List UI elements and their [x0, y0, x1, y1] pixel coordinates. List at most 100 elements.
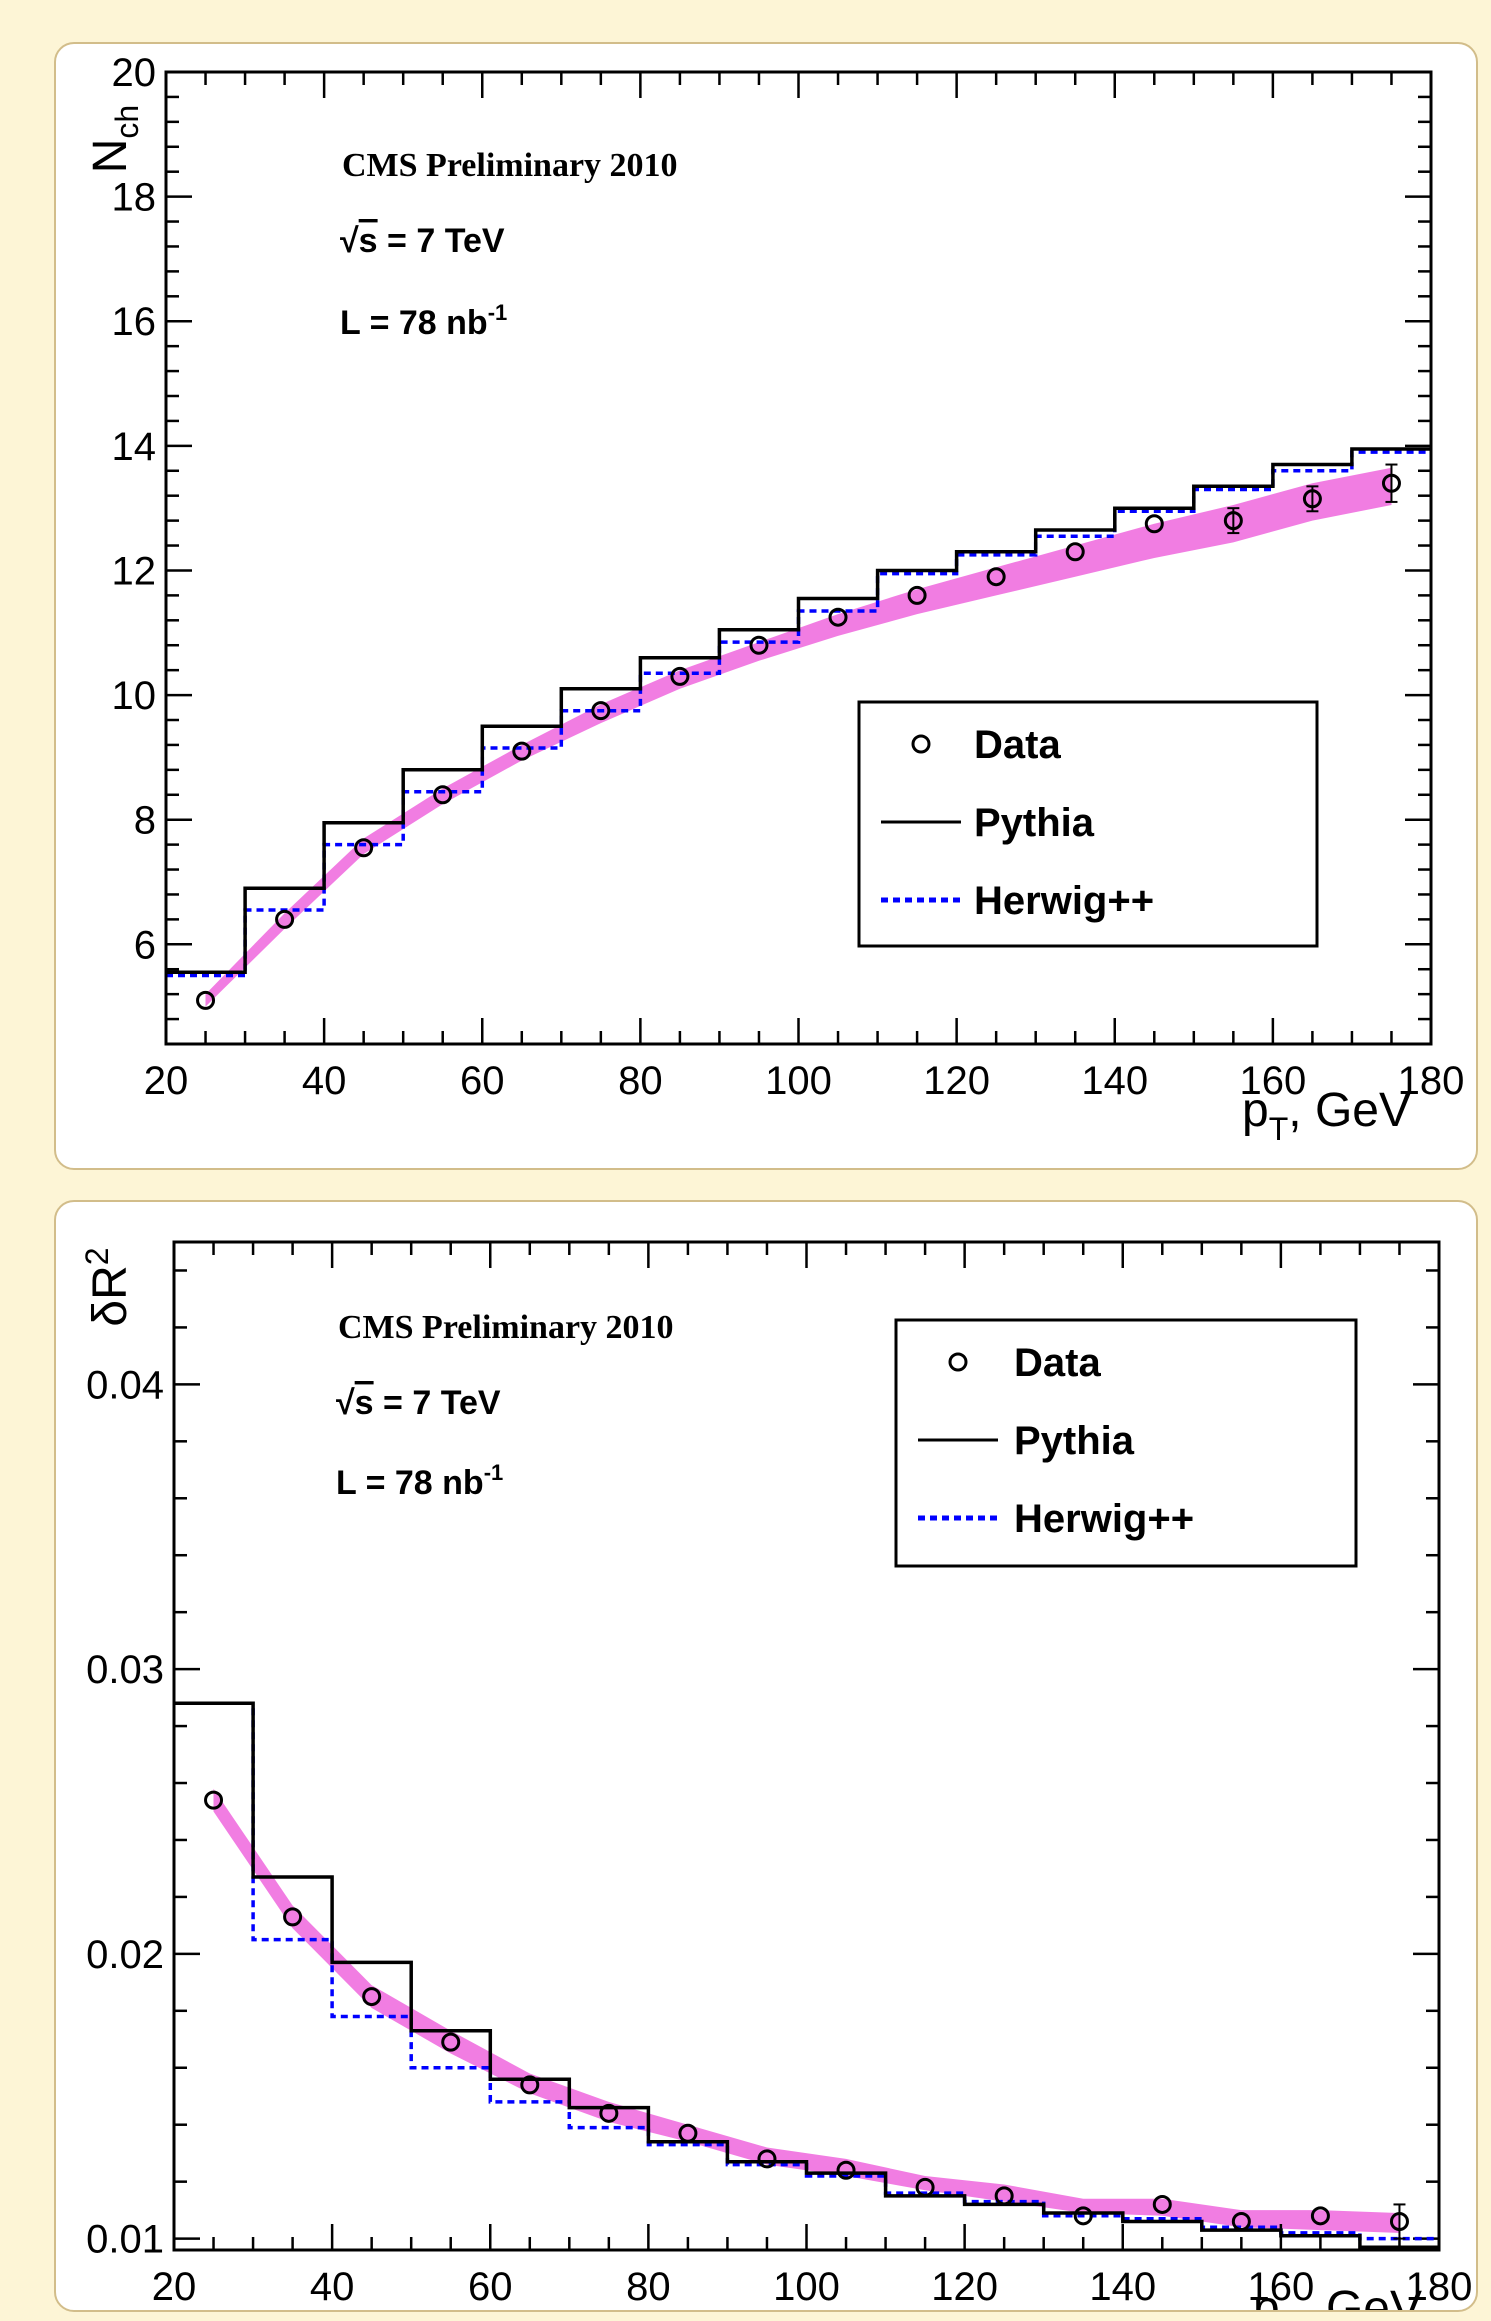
data-point — [1223, 511, 1243, 531]
herwig-line — [166, 450, 1431, 978]
x-tick-label: 180 — [1398, 1059, 1465, 1103]
legend-herwig-label: Herwig++ — [974, 879, 1154, 923]
data-point — [1389, 2212, 1409, 2232]
axis-ticks — [164, 70, 1433, 1046]
data-point — [670, 666, 690, 686]
svg-text:pT, GeV: pT, GeV — [1242, 1084, 1411, 1147]
x-tick-label: 160 — [1240, 1059, 1307, 1103]
data-point — [283, 1907, 303, 1927]
tick-labels: 20 40 60 80 100 120 140 160 180 6 8 10 12 14 16 18 20 — [112, 51, 1465, 1103]
legend-herwig-label: Herwig++ — [1014, 1497, 1194, 1541]
x-tick-label: 100 — [773, 2265, 840, 2309]
x-axis-label: pT, GeV — [1242, 1084, 1411, 1147]
data-point — [1381, 473, 1401, 493]
chart-nch: 20 40 60 80 100 120 140 160 180 6 8 10 12 14 16 18 20 pT… — [84, 51, 1465, 1147]
x-tick-label: 160 — [1248, 2265, 1315, 2309]
x-tick-label: 20 — [144, 1059, 189, 1103]
data-point — [1302, 489, 1322, 509]
x-tick-label: 100 — [765, 1059, 832, 1103]
y-tick-label: 16 — [112, 300, 157, 344]
cms-label: CMS Preliminary 2010 — [338, 1309, 674, 1346]
legend-data-marker — [948, 1352, 968, 1372]
y-tick-label: 6 — [134, 923, 156, 967]
chart-panel-dr2: 20 40 60 80 100 120 140 160 180 0.01 0.02 0.03 0.04 … — [54, 1200, 1478, 2312]
herwig-histogram — [166, 450, 1431, 978]
y-tick-label: 0.03 — [86, 1648, 164, 1692]
data-point — [1152, 2194, 1172, 2214]
data-point — [591, 701, 611, 721]
svg-text:pT, GeV: pT, GeV — [1253, 2282, 1422, 2310]
energy-label: √s = 7 TeV — [336, 1384, 501, 1422]
x-tick-label: 60 — [468, 2265, 513, 2309]
data-point — [836, 2160, 856, 2180]
pythia-line — [174, 1701, 1439, 2249]
x-tick-label: 80 — [618, 1059, 663, 1103]
luminosity-label: L = 78 nb-1 — [340, 300, 507, 342]
annotations: CMS Preliminary 2010 √s = 7 TeV L = 78 n… — [336, 1309, 674, 1502]
svg-text:Nch: Nch — [84, 105, 145, 173]
legend: Data Pythia Herwig++ — [857, 700, 1319, 948]
axis-ticks — [172, 1242, 1441, 2250]
data-point — [1065, 542, 1085, 562]
data-point — [512, 741, 532, 761]
chart-panel-nch: 20 40 60 80 100 120 140 160 180 6 8 10 12 14 16 18 20 pT… — [54, 42, 1478, 1170]
data-point — [520, 2075, 540, 2095]
x-axis-label: pT, GeV — [1253, 2282, 1422, 2310]
y-tick-label: 10 — [112, 674, 157, 718]
x-tick-label: 180 — [1406, 2265, 1473, 2309]
band-area — [205, 467, 1392, 1007]
legend-data-label: Data — [1014, 1341, 1101, 1385]
data-point — [433, 785, 453, 805]
x-tick-label: 40 — [310, 2265, 355, 2309]
legend: Data Pythia Herwig++ — [894, 1318, 1358, 1568]
model-band — [205, 467, 1392, 1007]
cms-label: CMS Preliminary 2010 — [342, 147, 678, 184]
y-axis-label: Nch — [84, 105, 145, 173]
data-point — [275, 909, 295, 929]
data-point — [362, 1987, 382, 2007]
y-tick-label: 14 — [112, 425, 157, 469]
x-tick-label: 20 — [152, 2265, 197, 2309]
chart-dr2: 20 40 60 80 100 120 140 160 1800.010.020.030.04 … — [79, 1240, 1472, 2310]
tick-labels: 20 40 60 80 100 120 140 160 180 0.01 0.02 0.03 0.04 — [86, 1363, 1472, 2309]
y-tick-label: 12 — [112, 549, 157, 593]
data-point — [757, 2149, 777, 2169]
data-point — [828, 607, 848, 627]
y-tick-label: 8 — [134, 799, 156, 843]
data-point — [915, 2177, 935, 2197]
data-point — [994, 2186, 1014, 2206]
legend-pythia-label: Pythia — [974, 801, 1095, 845]
data-point — [986, 567, 1006, 587]
data-point — [204, 1790, 224, 1810]
data-points — [196, 463, 1401, 1010]
y-tick-label: 18 — [112, 176, 157, 220]
data-point — [196, 990, 216, 1010]
x-tick-label: 120 — [923, 1059, 990, 1103]
plot-frame — [172, 1240, 1441, 2252]
legend-data-marker — [911, 734, 931, 754]
data-point — [1073, 2206, 1093, 2226]
y-tick-label: 0.04 — [86, 1363, 164, 1407]
data-point — [678, 2123, 698, 2143]
x-tick-label: 140 — [1081, 1059, 1148, 1103]
data-point — [599, 2103, 619, 2123]
x-tick-label: 120 — [931, 2265, 998, 2309]
y-tick-label: 0.01 — [86, 2218, 164, 2262]
y-tick-label: 0.02 — [86, 1933, 164, 1977]
data-point — [354, 838, 374, 858]
data-point — [749, 635, 769, 655]
legend-pythia-label: Pythia — [1014, 1419, 1135, 1463]
data-point — [907, 585, 927, 605]
data-point — [1231, 2212, 1251, 2232]
data-point — [441, 2032, 461, 2052]
x-tick-label: 140 — [1089, 2265, 1156, 2309]
data-point — [1144, 514, 1164, 534]
legend-data-label: Data — [974, 723, 1061, 767]
pythia-histogram — [166, 447, 1431, 975]
pythia-histogram — [174, 1701, 1439, 2249]
energy-label: √s = 7 TeV — [340, 222, 505, 260]
y-tick-label: 20 — [112, 51, 157, 95]
plot-frame — [164, 70, 1433, 1046]
x-tick-label: 60 — [460, 1059, 505, 1103]
data-point — [1310, 2206, 1330, 2226]
